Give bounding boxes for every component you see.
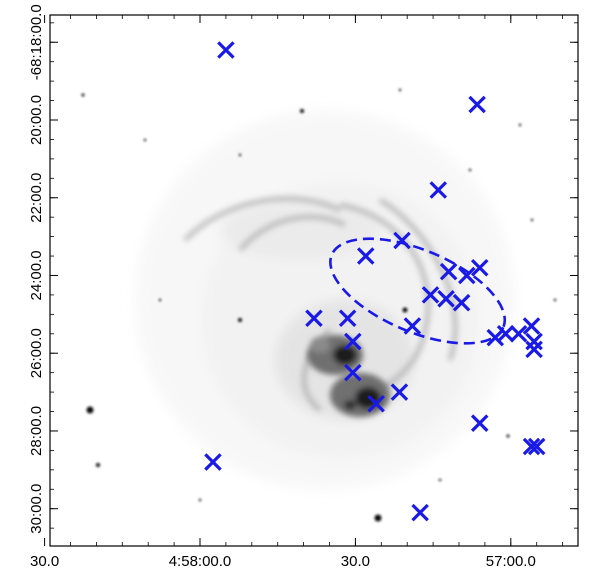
overlay-layer (204, 41, 546, 522)
source-marker (305, 309, 323, 327)
source-marker (496, 325, 515, 343)
x-tick-label: 30.0 (341, 553, 370, 570)
source-marker (344, 363, 362, 382)
source-marker (356, 247, 375, 265)
source-marker (522, 437, 541, 456)
y-tick-label: -68:18:00.0 (28, 4, 45, 80)
source-marker (509, 325, 528, 343)
source-marker (470, 258, 489, 277)
source-marker (411, 503, 429, 522)
y-tick-label: 20:00.0 (28, 95, 45, 145)
y-tick-label: 26:00.0 (28, 328, 45, 378)
x-tick-label: 30.0 (30, 553, 59, 570)
y-tick-label: 22:00.0 (28, 173, 45, 223)
source-marker (217, 41, 235, 59)
source-marker (204, 453, 222, 471)
source-marker (393, 231, 411, 250)
plot-frame (49, 14, 579, 547)
nebula-image (81, 88, 557, 522)
source-marker (468, 95, 486, 114)
source-marker (429, 181, 448, 199)
source-marker (522, 317, 541, 335)
source-marker (390, 383, 409, 401)
source-marker (525, 340, 543, 359)
source-marker (421, 286, 440, 304)
source-marker (338, 309, 357, 327)
x-axis: 30.04:58:00.030.057:00.056:30.0 (30, 15, 563, 570)
y-axis: -68:18:00.0 20:00.0 22:00.0 24:00.0 26:00.0 2… (28, 4, 578, 534)
source-marker (367, 394, 385, 413)
source-marker (439, 262, 458, 281)
x-tick-label: 57:00.0 (486, 553, 536, 570)
source-marker (527, 437, 546, 456)
y-tick-label: 28:00.0 (28, 406, 45, 456)
source-marker (452, 293, 471, 312)
source-marker (344, 332, 362, 351)
source-marker (470, 414, 489, 432)
y-tick-label: 30:00.0 (28, 484, 45, 534)
y-tick-label: 24:00.0 (28, 250, 45, 300)
x-tick-label: 4:58:00.0 (169, 553, 232, 570)
source-marker (437, 290, 455, 308)
source-marker (458, 266, 476, 285)
source-marker (403, 317, 422, 335)
region-ellipse (329, 237, 507, 345)
